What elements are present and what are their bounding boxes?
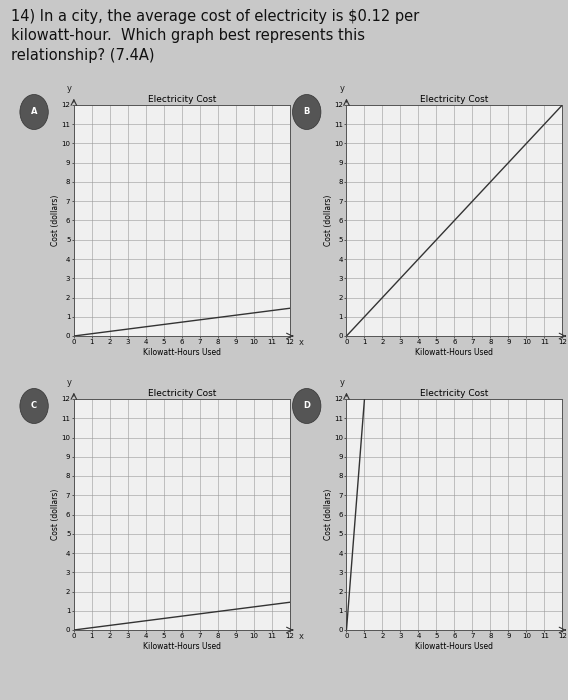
Y-axis label: Cost (dollars): Cost (dollars) (51, 489, 60, 540)
X-axis label: Kilowatt-Hours Used: Kilowatt-Hours Used (143, 643, 221, 651)
Text: 14) In a city, the average cost of electricity is $0.12 per
kilowatt-hour.  Whic: 14) In a city, the average cost of elect… (11, 8, 420, 63)
Title: Electricity Cost: Electricity Cost (420, 389, 488, 398)
Text: x: x (298, 338, 303, 347)
Text: y: y (339, 379, 344, 387)
Y-axis label: Cost (dollars): Cost (dollars) (324, 195, 333, 246)
Text: x: x (298, 632, 303, 641)
Text: D: D (303, 402, 310, 410)
Text: y: y (66, 85, 72, 93)
Text: B: B (303, 108, 310, 116)
Text: A: A (31, 108, 37, 116)
Title: Electricity Cost: Electricity Cost (148, 95, 216, 104)
Y-axis label: Cost (dollars): Cost (dollars) (51, 195, 60, 246)
X-axis label: Kilowatt-Hours Used: Kilowatt-Hours Used (415, 643, 494, 651)
Y-axis label: Cost (dollars): Cost (dollars) (324, 489, 333, 540)
X-axis label: Kilowatt-Hours Used: Kilowatt-Hours Used (143, 349, 221, 357)
Text: C: C (31, 402, 37, 410)
Title: Electricity Cost: Electricity Cost (148, 389, 216, 398)
Title: Electricity Cost: Electricity Cost (420, 95, 488, 104)
Text: y: y (66, 379, 72, 387)
X-axis label: Kilowatt-Hours Used: Kilowatt-Hours Used (415, 349, 494, 357)
Text: y: y (339, 85, 344, 93)
